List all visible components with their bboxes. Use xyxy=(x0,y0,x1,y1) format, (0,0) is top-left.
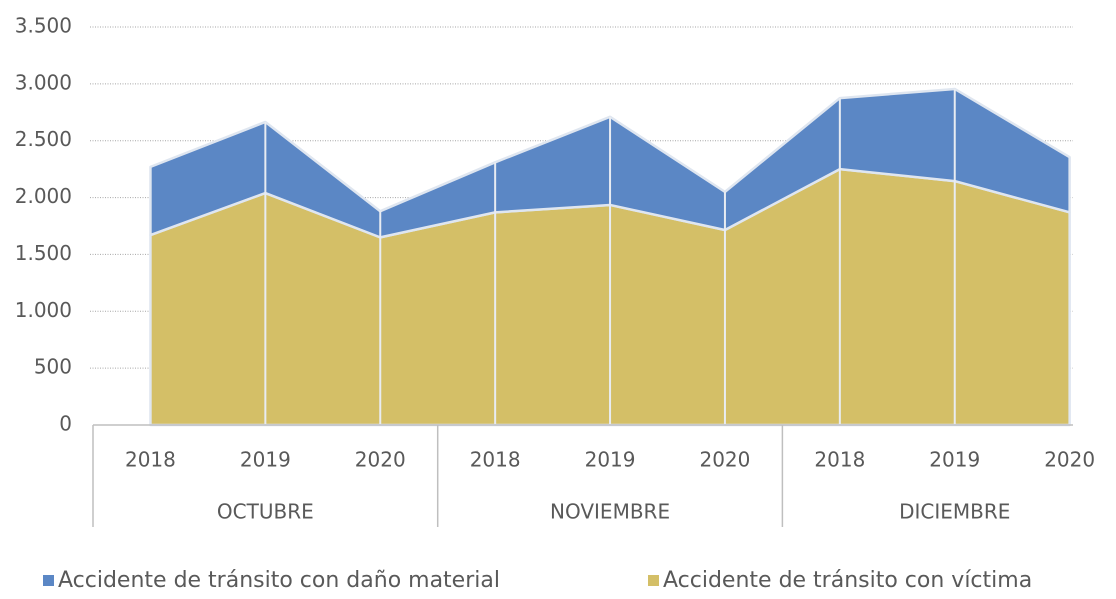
x-tick-label: 2018 xyxy=(470,448,521,472)
x-tick-label: 2018 xyxy=(125,448,176,472)
x-tick-label: 2020 xyxy=(355,448,406,472)
y-tick-label: 2.500 xyxy=(15,127,72,151)
y-tick-label: 3.000 xyxy=(15,70,72,94)
y-tick-label: 0 xyxy=(59,412,72,436)
y-tick-label: 1.500 xyxy=(15,241,72,265)
group-label: DICIEMBRE xyxy=(899,500,1010,524)
legend-swatch xyxy=(648,575,659,586)
x-tick-label: 2019 xyxy=(240,448,291,472)
x-tick-label: 2018 xyxy=(814,448,865,472)
x-tick-label: 2020 xyxy=(1044,448,1095,472)
legend: Accidente de tránsito con daño material A… xyxy=(43,568,1032,593)
y-tick-label: 500 xyxy=(34,355,72,379)
legend-label: Accidente de tránsito con víctima xyxy=(663,568,1032,593)
legend-swatch xyxy=(43,575,54,586)
y-tick-label: 3.500 xyxy=(15,14,72,38)
y-tick-label: 2.000 xyxy=(15,184,72,208)
group-label: OCTUBRE xyxy=(217,500,314,524)
group-label: NOVIEMBRE xyxy=(550,500,670,524)
x-tick-label: 2019 xyxy=(929,448,980,472)
legend-label: Accidente de tránsito con daño material xyxy=(58,568,500,593)
x-tick-label: 2020 xyxy=(699,448,750,472)
y-tick-label: 1.000 xyxy=(15,298,72,322)
x-tick-label: 2019 xyxy=(585,448,636,472)
